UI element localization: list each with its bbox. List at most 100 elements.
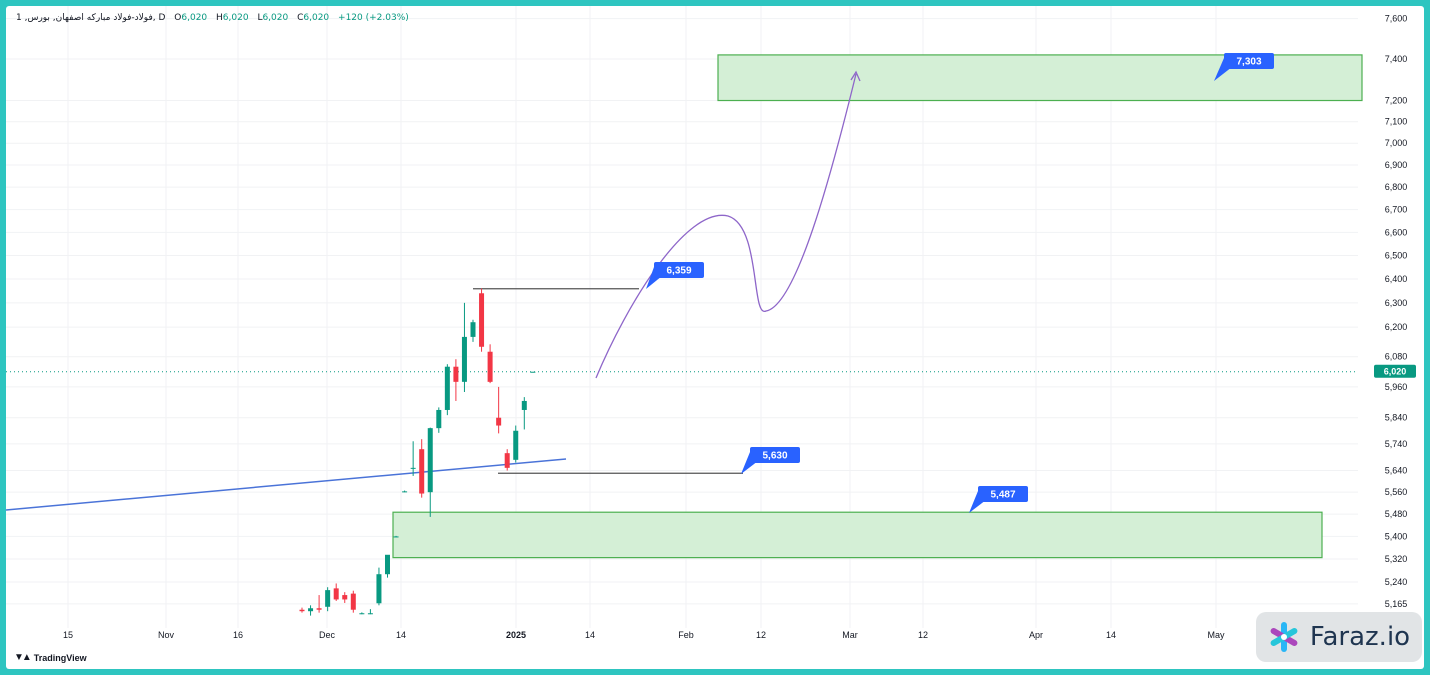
x-tick-label: 16 bbox=[233, 630, 243, 640]
faraz-logo-icon bbox=[1270, 622, 1298, 652]
candle-body bbox=[393, 536, 399, 538]
y-tick-label: 6,200 bbox=[1385, 322, 1408, 332]
candle-body bbox=[402, 491, 408, 493]
candle-body bbox=[419, 449, 425, 494]
y-tick-label: 5,320 bbox=[1385, 554, 1408, 564]
x-tick-label: 15 bbox=[63, 630, 73, 640]
y-tick-label: 5,740 bbox=[1385, 439, 1408, 449]
last-price-label: 6,020 bbox=[1384, 367, 1407, 377]
callout-label: 6,359 bbox=[666, 266, 691, 277]
y-tick-label: 5,400 bbox=[1385, 531, 1408, 541]
x-tick-label: 14 bbox=[1106, 630, 1116, 640]
x-tick-label: Dec bbox=[319, 630, 336, 640]
y-tick-label: 6,500 bbox=[1385, 250, 1408, 260]
time-axis[interactable]: 15 Nov 16 Dec 14 2025 14 Feb 12 Mar 12 Apr 14 May bbox=[63, 630, 1225, 640]
y-tick-label: 5,560 bbox=[1385, 487, 1408, 497]
symbol-header: 1 ,فولاد-فولاد مبارکه اصفهان, بورس, D O6… bbox=[16, 13, 409, 23]
tradingview-icon: ▼▲ bbox=[14, 652, 32, 663]
y-tick-label: 6,800 bbox=[1385, 182, 1408, 192]
candle-body bbox=[325, 590, 331, 607]
candle-body bbox=[367, 613, 373, 615]
candle-body bbox=[410, 467, 416, 469]
callout-box bbox=[978, 486, 1028, 502]
candle-body bbox=[333, 588, 339, 600]
candle-body bbox=[385, 554, 390, 575]
candle-body bbox=[513, 430, 519, 460]
y-tick-label: 6,400 bbox=[1385, 274, 1408, 284]
target-zone bbox=[392, 511, 1323, 559]
low-value: 6,020 bbox=[262, 13, 289, 23]
projection-arrowhead bbox=[850, 70, 861, 82]
candle-body bbox=[461, 336, 467, 382]
y-tick-label: 5,480 bbox=[1385, 509, 1408, 519]
x-tick-label: 14 bbox=[396, 630, 406, 640]
candle-body bbox=[470, 322, 476, 337]
x-tick-label: Feb bbox=[678, 630, 694, 640]
change-value: +120 (+2.03%) bbox=[338, 13, 409, 23]
trendline bbox=[6, 458, 567, 511]
x-tick-label: 14 bbox=[585, 630, 595, 640]
y-tick-label: 6,080 bbox=[1385, 352, 1408, 362]
last-price-badge bbox=[1374, 364, 1416, 378]
y-tick-label: 5,240 bbox=[1385, 577, 1408, 587]
y-tick-label: 7,400 bbox=[1385, 54, 1408, 64]
level-labels: 6,359 5,630 7,303 5,487 bbox=[646, 53, 1274, 513]
candle-body bbox=[376, 574, 382, 604]
candle-body bbox=[342, 595, 348, 600]
candle-body bbox=[359, 613, 365, 615]
y-tick-label: 5,640 bbox=[1385, 466, 1408, 476]
y-tick-label: 5,165 bbox=[1385, 599, 1408, 609]
y-tick-label: 7,200 bbox=[1385, 96, 1408, 106]
faraz-watermark: Faraz.io bbox=[1256, 612, 1422, 662]
candles bbox=[299, 288, 536, 616]
candle-body bbox=[350, 593, 356, 610]
callout-box bbox=[654, 262, 704, 278]
candle-body bbox=[308, 608, 314, 612]
y-tick-label: 6,600 bbox=[1385, 227, 1408, 237]
open-label: O bbox=[174, 13, 182, 23]
candle-body bbox=[427, 428, 433, 493]
candle-body bbox=[436, 409, 442, 429]
projection-path bbox=[595, 73, 857, 379]
callout-label: 7,303 bbox=[1236, 57, 1261, 68]
y-tick-label: 6,700 bbox=[1385, 205, 1408, 215]
price-axis[interactable]: 7,600 7,400 7,200 7,100 7,000 6,900 6,800 6,700… bbox=[1374, 14, 1416, 609]
y-tick-label: 7,100 bbox=[1385, 117, 1408, 127]
faraz-text: Faraz.io bbox=[1309, 622, 1411, 652]
callout-label: 5,487 bbox=[990, 490, 1015, 501]
candle-body bbox=[444, 366, 450, 410]
tradingview-text: TradingView bbox=[33, 652, 87, 663]
candle-body bbox=[479, 293, 485, 347]
candle-body bbox=[299, 609, 305, 612]
callout-box bbox=[750, 447, 800, 463]
candle-body bbox=[504, 453, 510, 468]
y-tick-label: 7,600 bbox=[1385, 14, 1408, 24]
close-label: C bbox=[297, 13, 304, 23]
x-tick-label: May bbox=[1207, 630, 1225, 640]
high-value: 6,020 bbox=[222, 13, 249, 23]
tradingview-logo[interactable]: ▼▲ TradingView bbox=[14, 652, 87, 663]
x-tick-label: 2025 bbox=[506, 630, 526, 640]
x-tick-label: Apr bbox=[1029, 630, 1043, 640]
candle-body bbox=[487, 351, 493, 382]
x-tick-label: Nov bbox=[158, 630, 175, 640]
candle-body bbox=[316, 608, 322, 610]
x-tick-label: 12 bbox=[918, 630, 928, 640]
price-chart[interactable]: 6,359 5,630 7,303 5,487 7,600 7,400 7,200 7,10… bbox=[6, 6, 1424, 669]
y-tick-label: 6,900 bbox=[1385, 160, 1408, 170]
chart-frame: 6,359 5,630 7,303 5,487 7,600 7,400 7,200 7,10… bbox=[6, 6, 1424, 669]
symbol-name: 1 ,فولاد-فولاد مبارکه اصفهان, بورس, D bbox=[16, 13, 166, 23]
y-tick-label: 5,840 bbox=[1385, 413, 1408, 423]
callout-box bbox=[1224, 53, 1274, 69]
candle-body bbox=[496, 417, 502, 426]
high-label: H bbox=[216, 13, 223, 23]
y-tick-label: 7,000 bbox=[1385, 138, 1408, 148]
zones bbox=[392, 54, 1363, 559]
y-tick-label: 5,960 bbox=[1385, 382, 1408, 392]
open-value: 6,020 bbox=[181, 13, 208, 23]
callout-label: 5,630 bbox=[762, 451, 787, 462]
x-tick-label: Mar bbox=[842, 630, 858, 640]
close-value: 6,020 bbox=[303, 13, 330, 23]
y-tick-label: 6,300 bbox=[1385, 298, 1408, 308]
x-tick-label: 12 bbox=[756, 630, 766, 640]
